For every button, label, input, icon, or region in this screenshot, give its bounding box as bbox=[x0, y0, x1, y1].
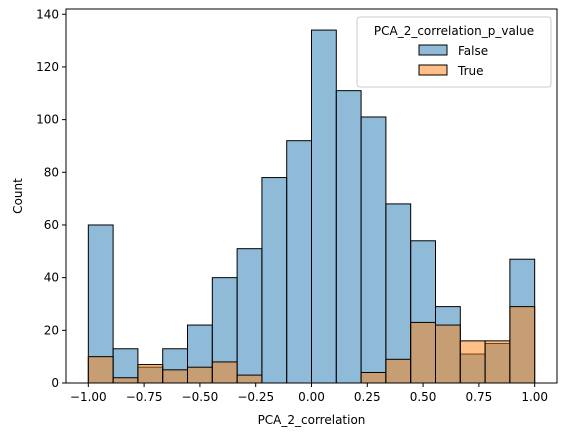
series-true-bars bbox=[87, 306, 536, 384]
y-tick-label: 80 bbox=[44, 165, 59, 179]
y-tick-label: 100 bbox=[36, 113, 59, 127]
bar-true-4 bbox=[187, 366, 213, 384]
bar-true-3 bbox=[162, 369, 189, 384]
bar-false-10 bbox=[335, 90, 362, 384]
bar-false-6 bbox=[236, 248, 263, 384]
x-axis-label: PCA_2_correlation bbox=[258, 413, 366, 427]
x-axis-ticks: −1.00 −0.75 −0.50 −0.25 0.00 0.25 0.50 0.75 1.00 bbox=[70, 383, 548, 404]
legend: PCA_2_correlation_p_value False True bbox=[356, 16, 552, 88]
y-tick-label: 120 bbox=[36, 60, 59, 74]
bar-true-17 bbox=[509, 306, 536, 384]
bar-false-11 bbox=[360, 116, 387, 384]
bar-true-16 bbox=[484, 340, 511, 384]
x-tick-label: −0.50 bbox=[182, 390, 219, 404]
bar-true-1 bbox=[112, 377, 139, 384]
legend-swatch-true bbox=[418, 64, 448, 76]
bar-false-8 bbox=[286, 140, 312, 384]
bar-true-6 bbox=[236, 374, 263, 384]
y-tick-label: 0 bbox=[51, 376, 59, 390]
bar-true-2 bbox=[137, 364, 164, 384]
bar-true-12 bbox=[385, 358, 412, 384]
bar-true-14 bbox=[434, 324, 461, 384]
bar-true-15 bbox=[459, 340, 486, 384]
legend-title: PCA_2_correlation_p_value bbox=[374, 24, 534, 38]
x-tick-label: 0.75 bbox=[466, 390, 493, 404]
x-tick-label: 0.50 bbox=[410, 390, 437, 404]
bar-true-0 bbox=[87, 356, 114, 384]
y-tick-label: 20 bbox=[44, 323, 59, 337]
legend-label-true: True bbox=[457, 64, 484, 78]
bar-true-13 bbox=[410, 321, 436, 384]
y-tick-label: 40 bbox=[44, 271, 59, 285]
legend-label-false: False bbox=[458, 44, 488, 58]
legend-swatch-false bbox=[418, 44, 448, 56]
y-tick-label: 140 bbox=[36, 7, 59, 21]
legend-box bbox=[356, 16, 552, 88]
y-axis-label: Count bbox=[11, 178, 25, 214]
bar-false-7 bbox=[261, 177, 288, 384]
x-tick-label: −0.25 bbox=[237, 390, 274, 404]
bar-false-9 bbox=[311, 29, 337, 384]
x-tick-label: 1.00 bbox=[521, 390, 548, 404]
x-tick-label: −1.00 bbox=[70, 390, 107, 404]
bar-true-5 bbox=[211, 361, 238, 384]
x-tick-label: 0.00 bbox=[298, 390, 325, 404]
x-tick-label: −0.75 bbox=[126, 390, 163, 404]
y-tick-label: 60 bbox=[44, 218, 59, 232]
bar-false-12 bbox=[385, 203, 412, 384]
bar-true-11 bbox=[360, 371, 387, 384]
x-tick-label: 0.25 bbox=[354, 390, 381, 404]
y-axis-ticks: 0 20 40 60 80 100 120 140 bbox=[36, 7, 66, 390]
